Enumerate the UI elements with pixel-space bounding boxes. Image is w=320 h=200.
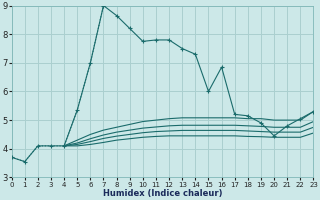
X-axis label: Humidex (Indice chaleur): Humidex (Indice chaleur) [103,189,222,198]
